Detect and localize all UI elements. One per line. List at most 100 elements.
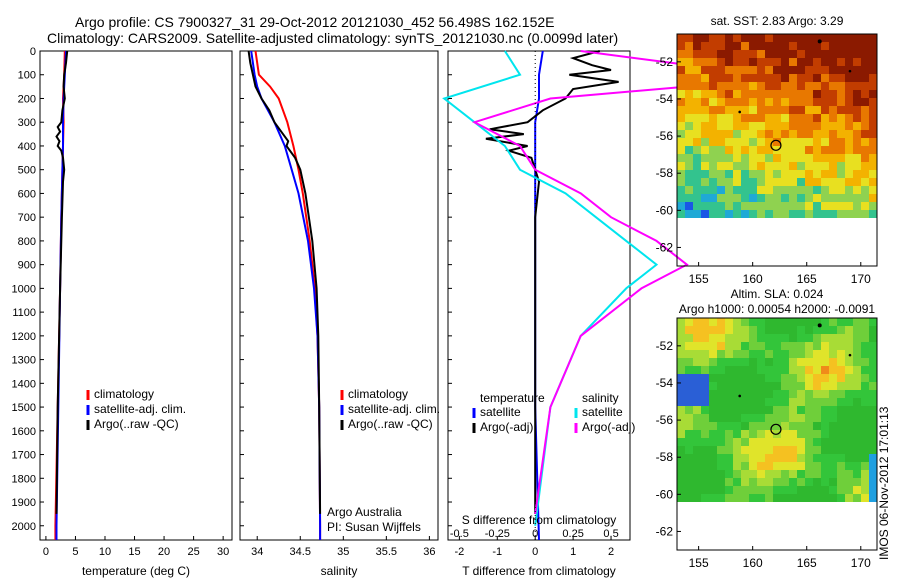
sla-map-cell [765, 486, 773, 494]
sst-map-cell [869, 66, 877, 74]
sst-map-cell [789, 146, 797, 154]
sst-map-cell [725, 170, 733, 178]
sla-map-cell [677, 318, 685, 326]
sla-map-cell [829, 366, 837, 374]
sst-map-cell [837, 186, 845, 194]
sla-map-cell [869, 342, 877, 350]
sst-map-cell [693, 106, 701, 114]
sla-map-cell [781, 454, 789, 462]
sst-map-cell [757, 170, 765, 178]
sst-map-cell [757, 122, 765, 130]
temperature-ytick-label: 1600 [12, 426, 36, 438]
sst-map-cell [765, 34, 773, 42]
sla-map-cell [805, 414, 813, 422]
sla-map-cell [741, 398, 749, 406]
sla-map-cell [821, 398, 829, 406]
sst-map-cell [757, 162, 765, 170]
sst-map-cell [757, 90, 765, 98]
sst-map-cell [757, 74, 765, 82]
sst-map-cell [709, 66, 717, 74]
sla-map-cell [757, 334, 765, 342]
sst-map-cell [685, 34, 693, 42]
sla-map-cell [741, 318, 749, 326]
sla-map-cell [709, 430, 717, 438]
sla-map-cell [781, 398, 789, 406]
sst-map-cell [781, 42, 789, 50]
sst-map-cell [789, 210, 797, 218]
sla-map-cell [781, 334, 789, 342]
sla-map-cell [837, 470, 845, 478]
sla-map-cell [845, 462, 853, 470]
sla-map-cell [869, 414, 877, 422]
sla-map-cell [773, 398, 781, 406]
sla-map-cell [749, 326, 757, 334]
sla-map-cell [709, 390, 717, 398]
sst-map-cell [717, 50, 725, 58]
sst-map-cell [853, 82, 861, 90]
sst-map-cell [829, 194, 837, 202]
sst-map-cell [693, 50, 701, 58]
sst-map-cell [813, 106, 821, 114]
sst-map-cell [701, 34, 709, 42]
sst-map-cell [837, 170, 845, 178]
sla-map-cell [781, 446, 789, 454]
sst-map-cell [869, 74, 877, 82]
sla-map-cell [861, 326, 869, 334]
sst-map-cell [701, 202, 709, 210]
sla-map-cell [765, 326, 773, 334]
sla-map-cell [781, 358, 789, 366]
difference-xtick-label: 0 [532, 546, 538, 558]
sst-map-cell [845, 178, 853, 186]
sla-map-cell [757, 326, 765, 334]
difference-stick-label: 0.5 [603, 528, 618, 540]
sla-map-cell [677, 462, 685, 470]
sst-map-cell [829, 42, 837, 50]
sla-map-cell [701, 342, 709, 350]
temperature-ytick-label: 600 [18, 188, 36, 200]
sla-map-cell [693, 494, 701, 502]
sst-map-cell [773, 90, 781, 98]
sst-map-cell [813, 42, 821, 50]
sst-map-cell [749, 34, 757, 42]
sla-map-cell [853, 358, 861, 366]
sla-map-cell [797, 398, 805, 406]
sst-map-cell [829, 66, 837, 74]
sla-map-cell [701, 486, 709, 494]
sla-map-cell [677, 358, 685, 366]
sst-map-cell [701, 162, 709, 170]
temperature-ytick-label: 400 [18, 141, 36, 153]
sla-map-cell [805, 486, 813, 494]
sla-map-cell [853, 462, 861, 470]
sst-map-cell [765, 194, 773, 202]
sla-map-cell [693, 422, 701, 430]
sla-map-cell [733, 446, 741, 454]
sst-map-cell [789, 66, 797, 74]
sst-map-cell [829, 114, 837, 122]
sla-map-cell [805, 478, 813, 486]
diff-legend-sal-label: satellite [582, 405, 623, 419]
sla-map-cell [869, 374, 877, 382]
sst-map-cell [701, 42, 709, 50]
sst-map-cell [725, 58, 733, 66]
difference-xtick-label: 2 [608, 546, 614, 558]
sst-map-cell [789, 82, 797, 90]
sst-map-cell [813, 146, 821, 154]
sst-map-cell [733, 34, 741, 42]
sla-map-cell [765, 462, 773, 470]
sst-map-cell [693, 90, 701, 98]
sla-map-cell [717, 318, 725, 326]
sst-map-cell [869, 122, 877, 130]
sst-map-cell [765, 74, 773, 82]
temperature-legend-label: Argo(..raw -QC) [94, 417, 179, 431]
sst-map-cell [749, 178, 757, 186]
sst-map-cell [821, 34, 829, 42]
sst-map-cell [709, 74, 717, 82]
sla-map-cell [845, 494, 853, 502]
sst-map-cell [693, 186, 701, 194]
sst-map-cell [813, 194, 821, 202]
sst-map-cell [709, 82, 717, 90]
sla-map-cell [837, 358, 845, 366]
sst-map-cell [805, 34, 813, 42]
sla-map-cell [805, 366, 813, 374]
sla-map-cell [845, 478, 853, 486]
